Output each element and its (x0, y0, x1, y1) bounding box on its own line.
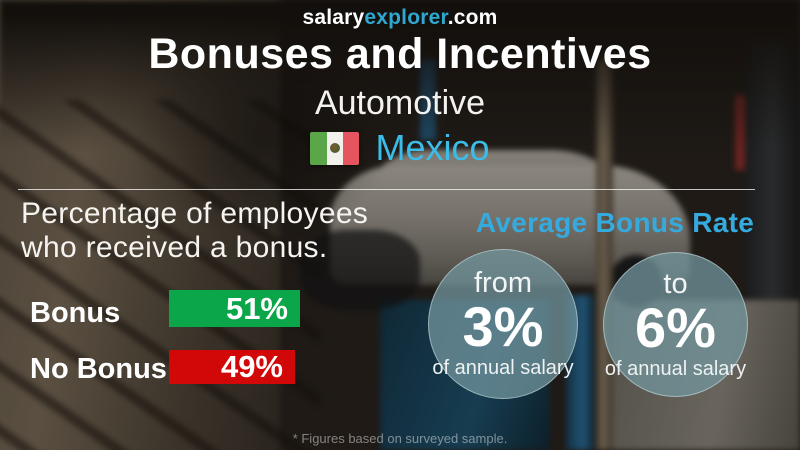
brand-salary: salary (302, 6, 365, 29)
no-bonus-bar: 49% (169, 349, 295, 384)
range-to-value: 6% (635, 295, 716, 359)
range-from-caption: of annual salary (432, 357, 574, 379)
left-heading-line1: Percentage of employees (21, 197, 369, 230)
range-to-qualifier: to (663, 267, 688, 300)
range-to-caption: of annual salary (604, 357, 747, 380)
industry-subtitle: Automotive (314, 84, 486, 122)
right-section-heading: Average Bonus Rate (475, 207, 755, 238)
site-brand: salaryexplorer.com (0, 6, 800, 30)
country-row: Mexico (0, 127, 800, 168)
brand-explorer: explorer (364, 6, 448, 29)
bonus-rate-to-circle: to 6% of annual salary (603, 252, 748, 397)
no-bonus-bar-value: 49% (220, 349, 283, 384)
divider-line (18, 189, 755, 190)
bonus-rate-from-circle: from 3% of annual salary (428, 249, 578, 399)
range-from-value: 3% (462, 295, 544, 358)
bonus-bar-value: 51% (225, 290, 288, 326)
bg-open-hood (300, 230, 420, 310)
left-heading-line2: who received a bonus. (21, 231, 328, 264)
bar-label-no-bonus: No Bonus (30, 353, 167, 385)
mexico-flag-icon (310, 131, 360, 165)
brand-domain: .com (447, 6, 498, 29)
page-title: Bonuses and Incentives (148, 30, 652, 78)
bg-top-shade (0, 0, 800, 150)
left-section-heading: Percentage of employees who received a b… (21, 197, 368, 265)
flag-red-stripe (343, 131, 360, 165)
bar-label-bonus: Bonus (30, 297, 121, 329)
bonus-bar: 51% (169, 290, 300, 327)
range-from-qualifier: from (474, 267, 532, 299)
country-name: Mexico (375, 127, 490, 168)
footnote: * Figures based on surveyed sample. (292, 431, 508, 446)
flag-green-stripe (310, 131, 327, 165)
flag-white-stripe (326, 131, 344, 165)
flag-emblem (329, 143, 340, 153)
